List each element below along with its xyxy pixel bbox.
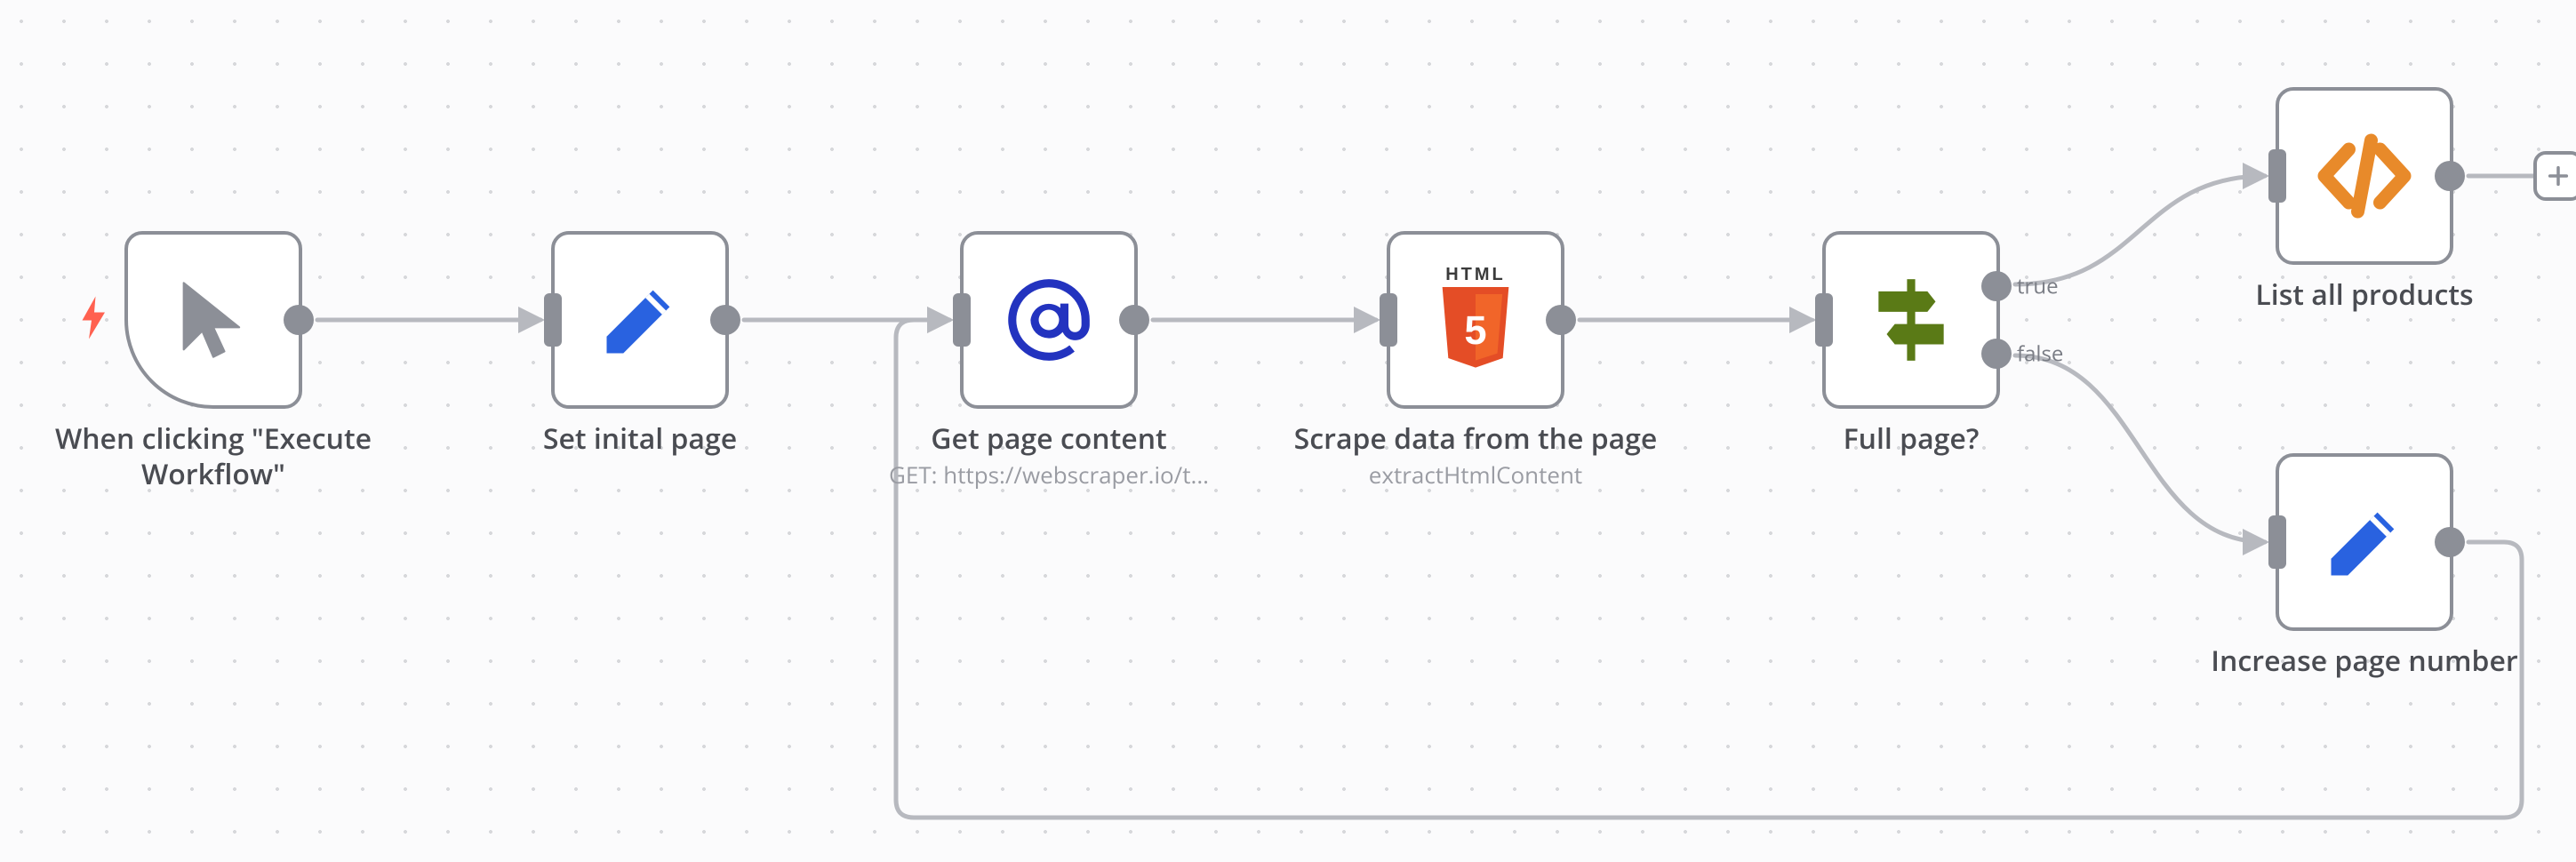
input-port[interactable] [2268,515,2286,569]
node-if[interactable]: truefalseFull page? [1822,231,2000,409]
port-label: false [2017,339,2063,369]
node-title: Get page contentGET: https://webscraper.… [862,421,1236,490]
output-port[interactable] [1119,305,1149,335]
output-port[interactable] [710,305,740,335]
output-port[interactable] [2435,527,2465,557]
pencil-icon [555,235,725,405]
input-port[interactable] [2268,149,2286,203]
pencil-icon [2279,457,2450,627]
output-port-false[interactable]: false [1981,339,2012,369]
input-port[interactable] [953,293,971,347]
node-inc[interactable]: Increase page number [2276,453,2453,631]
node-trigger[interactable]: When clicking "Execute Workflow" [124,231,302,409]
node-http[interactable]: Get page contentGET: https://webscraper.… [960,231,1138,409]
output-port[interactable] [284,305,314,335]
input-port[interactable] [1815,293,1833,347]
cursor-icon [128,235,299,405]
output-port[interactable] [2435,161,2465,191]
node-title: Set inital page [453,421,827,457]
node-title: Full page? [1724,421,2098,457]
node-subtitle: extractHtmlContent [1289,460,1662,490]
node-set[interactable]: Set inital page [551,231,729,409]
output-port[interactable] [1546,305,1576,335]
node-title: When clicking "Execute Workflow" [27,421,400,492]
lightning-bolt-icon [78,297,110,344]
node-list[interactable]: List all products [2276,87,2453,265]
svg-text:5: 5 [1464,307,1486,353]
input-port[interactable] [1380,293,1397,347]
node-title: Increase page number [2178,643,2551,679]
node-title: Scrape data from the pageextractHtmlCont… [1289,421,1662,490]
input-port[interactable] [544,293,562,347]
node-subtitle: GET: https://webscraper.io/t... [862,460,1236,490]
signpost-icon [1826,235,1996,405]
code-icon [2279,91,2450,261]
edge [2015,176,2265,284]
at-icon [964,235,1134,405]
node-title: List all products [2178,277,2551,313]
add-node-button[interactable] [2533,151,2576,201]
port-label: true [2017,271,2059,300]
node-scrape[interactable]: HTML5Scrape data from the pageextractHtm… [1387,231,1564,409]
output-port-true[interactable]: true [1981,271,2012,301]
html5-icon: HTML5 [1390,235,1561,405]
